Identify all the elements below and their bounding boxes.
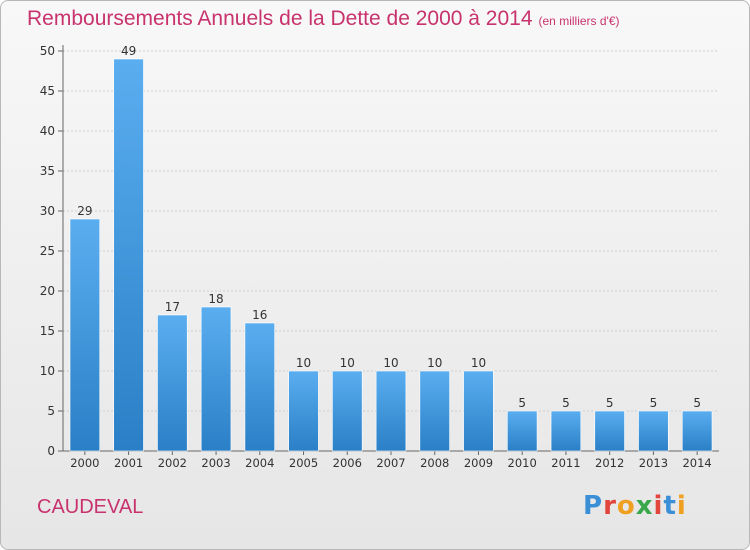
x-tick-label: 2002 <box>158 456 187 470</box>
bar-value-label: 10 <box>296 356 311 370</box>
x-tick-label: 2007 <box>376 456 405 470</box>
bar-value-label: 29 <box>77 204 92 218</box>
bar-value-label: 18 <box>208 292 223 306</box>
commune-name: CAUDEVAL <box>37 496 144 518</box>
bar <box>69 218 101 452</box>
bar <box>594 410 625 452</box>
logo-letter: o <box>616 491 636 521</box>
x-tick-label: 2014 <box>682 456 711 470</box>
x-tick-label: 2001 <box>114 456 143 470</box>
labels: 0 5 10 15 20 25 30 35 40 45 50 29 2000 49 2001 17 2002 18… <box>40 44 712 470</box>
logo-letter: i <box>676 491 687 521</box>
chart-unit: (en milliers d'€) <box>538 14 620 28</box>
bar-value-label: 5 <box>518 396 526 410</box>
y-tick-label: 50 <box>40 44 55 58</box>
y-tick-label: 15 <box>40 324 55 338</box>
bar-value-label: 5 <box>606 396 614 410</box>
logo-letter: x <box>635 491 654 521</box>
y-tick-label: 20 <box>40 284 55 298</box>
x-tick-label: 2006 <box>333 456 362 470</box>
logo-letter: r <box>603 491 617 521</box>
bar <box>681 410 713 452</box>
y-tick-label: 40 <box>40 124 55 138</box>
y-tick-label: 10 <box>40 364 55 378</box>
bar <box>463 370 494 452</box>
logo-letter: P <box>583 491 604 521</box>
x-tick-label: 2000 <box>70 456 99 470</box>
bar <box>332 370 363 452</box>
bar-value-label: 10 <box>340 356 355 370</box>
bar-value-label: 49 <box>121 44 136 58</box>
y-tick-label: 25 <box>40 244 55 258</box>
x-tick-label: 2009 <box>464 456 493 470</box>
bar-value-label: 5 <box>562 396 570 410</box>
y-tick-label: 45 <box>40 84 55 98</box>
x-tick-label: 2011 <box>551 456 580 470</box>
x-tick-label: 2013 <box>639 456 668 470</box>
bar-value-label: 10 <box>383 356 398 370</box>
bar <box>244 322 275 452</box>
bar-value-label: 5 <box>693 396 701 410</box>
bar <box>200 306 232 452</box>
y-tick-label: 30 <box>40 204 55 218</box>
bar <box>113 58 144 452</box>
x-tick-label: 2004 <box>245 456 274 470</box>
proxiti-logo: Proxiti <box>583 491 687 521</box>
y-tick-label: 0 <box>47 444 55 458</box>
chart-title-text: Remboursements Annuels de la Dette de 20… <box>27 7 533 30</box>
bar <box>157 314 188 452</box>
bar-value-label: 17 <box>165 300 180 314</box>
y-tick-label: 35 <box>40 164 55 178</box>
x-tick-label: 2003 <box>201 456 230 470</box>
x-tick-label: 2012 <box>595 456 624 470</box>
bars <box>69 58 713 452</box>
y-tick-label: 5 <box>47 404 55 418</box>
bar <box>638 410 669 452</box>
x-tick-label: 2008 <box>420 456 449 470</box>
bar <box>419 370 450 452</box>
logo-letter: i <box>653 491 664 521</box>
chart-title: Remboursements Annuels de la Dette de 20… <box>27 7 620 31</box>
bar <box>507 410 538 452</box>
x-tick-label: 2005 <box>289 456 318 470</box>
bar-value-label: 16 <box>252 308 267 322</box>
bar <box>550 410 582 452</box>
bar-value-label: 10 <box>471 356 486 370</box>
bar <box>375 370 407 452</box>
bar-value-label: 10 <box>427 356 442 370</box>
bar <box>288 370 319 452</box>
logo-letter: t <box>663 491 677 521</box>
x-tick-label: 2010 <box>508 456 537 470</box>
bar-value-label: 5 <box>650 396 658 410</box>
